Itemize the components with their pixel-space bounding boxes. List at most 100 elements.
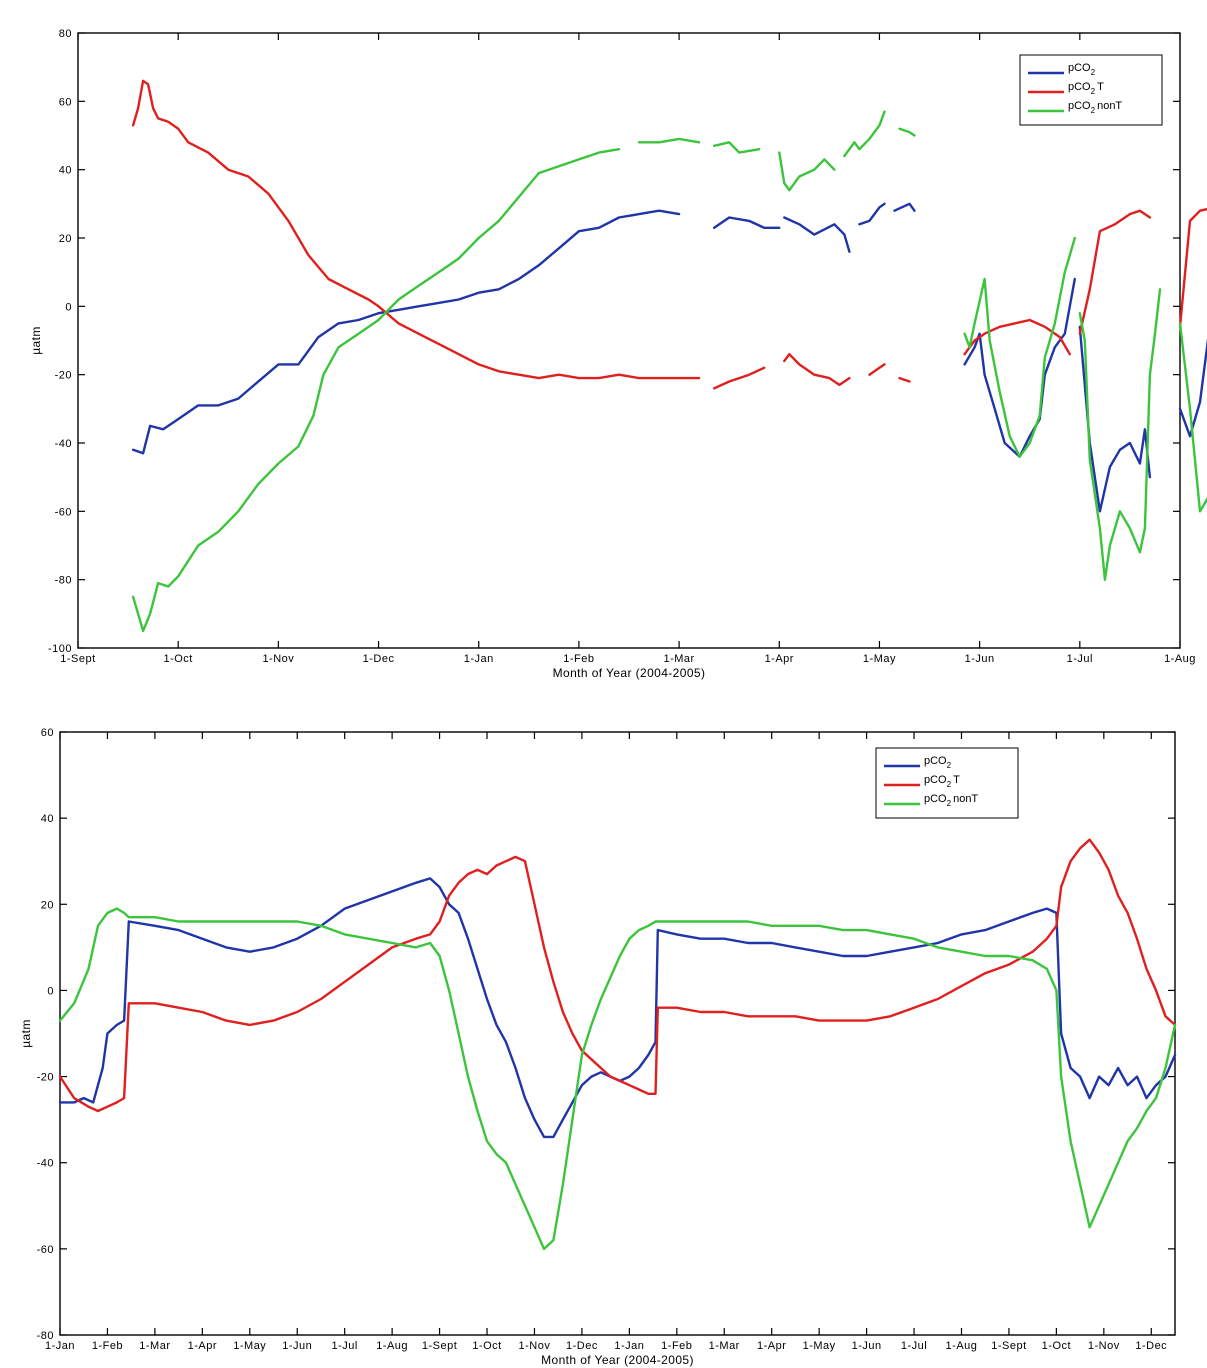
series-pco2T-line xyxy=(783,353,851,387)
x-tick-label: 1-Sept xyxy=(60,653,95,665)
series-pco2nonT-line xyxy=(58,907,1177,1251)
y-tick-label: 20 xyxy=(59,233,72,245)
x-tick-label: 1-Jan xyxy=(45,1340,75,1352)
legend: pCO2 pCO2 T pCO2 nonT xyxy=(875,747,1019,819)
series-pco2nonT-line xyxy=(898,127,916,137)
plot-frame xyxy=(77,32,1181,649)
legend-entry-label: pCO2 T xyxy=(1068,81,1104,96)
y-tick-label: 60 xyxy=(41,727,54,739)
x-tick-label: 1-Feb xyxy=(92,1340,123,1352)
y-tick-label: 60 xyxy=(59,96,72,108)
series-pco2T-line xyxy=(868,363,886,376)
x-tick-label: 1-Aug xyxy=(946,1340,978,1352)
x-tick-label: 1-Oct xyxy=(472,1340,501,1352)
x-tick-label: 1-Dec xyxy=(1135,1340,1167,1352)
x-tick-label: 1-Sept xyxy=(991,1340,1026,1352)
y-axis-label: µatm xyxy=(19,1019,33,1048)
y-axis-label: µatm xyxy=(29,326,43,355)
series-pco2T-line xyxy=(1178,207,1207,328)
x-tick-label: 1-Apr xyxy=(765,653,794,665)
series-pco2T-line xyxy=(58,838,1177,1113)
x-axis-label: Month of Year (2004-2005) xyxy=(553,666,706,680)
x-tick-label: 1-Feb xyxy=(563,653,594,665)
legend-entry-label: pCO2 nonT xyxy=(924,793,978,808)
x-tick-label: 1-Nov xyxy=(1088,1340,1120,1352)
x-tick-label: 1-Apr xyxy=(757,1340,786,1352)
x-tick-label: 1-May xyxy=(803,1340,836,1352)
series-pco2nonT-line xyxy=(637,137,701,144)
x-tick-label: 1-Sept xyxy=(422,1340,457,1352)
x-tick-label: 1-Jan xyxy=(464,653,494,665)
x-tick-label: 1-May xyxy=(863,653,896,665)
x-tick-label: 1-Jul xyxy=(332,1340,358,1352)
x-tick-label: 1-Dec xyxy=(566,1340,598,1352)
series-pco2-line xyxy=(131,209,681,455)
x-tick-label: 1-Nov xyxy=(519,1340,551,1352)
series-pco2-line xyxy=(963,277,1076,458)
series-pco2nonT-line xyxy=(713,141,761,154)
legend-entry-label: pCO2 T xyxy=(924,774,960,789)
x-tick-label: 1-Oct xyxy=(163,653,192,665)
x-tick-label: 1-Aug xyxy=(1164,653,1196,665)
y-tick-label: -20 xyxy=(37,1072,54,1084)
series-pco2-line xyxy=(58,877,1177,1139)
series-pco2T-line xyxy=(963,318,1071,356)
x-tick-label: 1-Jun xyxy=(852,1340,882,1352)
x-axis-label: Month of Year (2004-2005) xyxy=(541,1353,694,1367)
x-tick-label: 1-Aug xyxy=(376,1340,408,1352)
series-pco2nonT-line xyxy=(843,110,886,158)
series-pco2nonT-line xyxy=(131,148,621,633)
series-pco2-line xyxy=(1078,325,1152,513)
x-tick-label: 1-May xyxy=(233,1340,266,1352)
series-pco2nonT-line xyxy=(778,151,836,192)
series-pco2nonT-line xyxy=(963,236,1076,458)
x-tick-label: 1-Apr xyxy=(188,1340,217,1352)
x-tick-label: 1-Jul xyxy=(1067,653,1093,665)
x-tick-label: 1-Dec xyxy=(363,653,395,665)
y-tick-label: 20 xyxy=(41,899,54,911)
y-tick-label: 0 xyxy=(65,301,72,313)
y-tick-label: -40 xyxy=(55,438,72,450)
legend-entry-label: pCO2 xyxy=(1068,62,1096,77)
y-tick-label: -40 xyxy=(37,1158,54,1170)
y-tick-label: 40 xyxy=(41,813,54,825)
series-pco2T-line xyxy=(713,366,766,390)
series-pco2-line xyxy=(1178,338,1207,438)
y-tick-label: -60 xyxy=(55,506,72,518)
series-pco2T-line xyxy=(1078,209,1152,335)
x-tick-label: 1-Jun xyxy=(965,653,995,665)
legend: pCO2 pCO2 T pCO2 nonT xyxy=(1019,54,1163,126)
x-tick-label: 1-Jul xyxy=(901,1340,927,1352)
x-tick-label: 1-Nov xyxy=(262,653,294,665)
x-tick-label: 1-Feb xyxy=(661,1340,692,1352)
x-tick-label: 1-Mar xyxy=(663,653,694,665)
y-tick-label: -60 xyxy=(37,1244,54,1256)
legend-box xyxy=(1019,54,1163,126)
y-tick-label: -80 xyxy=(37,1330,54,1342)
y-tick-label: -100 xyxy=(48,643,72,655)
legend-entry-label: pCO2 nonT xyxy=(1068,100,1122,115)
x-tick-label: 1-Mar xyxy=(709,1340,740,1352)
y-tick-label: -20 xyxy=(55,370,72,382)
series-pco2T-line xyxy=(131,79,701,380)
plot-frame xyxy=(59,731,1176,1336)
x-tick-label: 1-Mar xyxy=(139,1340,170,1352)
series-pco2T-line xyxy=(898,376,911,383)
series-pco2-line xyxy=(783,216,851,253)
series-pco2-line xyxy=(893,202,916,212)
x-tick-label: 1-Oct xyxy=(1042,1340,1071,1352)
y-tick-label: 40 xyxy=(59,165,72,177)
x-tick-label: 1-Jan xyxy=(614,1340,644,1352)
series-pco2nonT-line xyxy=(1178,322,1207,513)
y-tick-label: 80 xyxy=(59,28,72,40)
series-pco2nonT-line xyxy=(1078,288,1162,581)
y-tick-label: 0 xyxy=(47,985,54,997)
x-tick-label: 1-Jun xyxy=(282,1340,312,1352)
legend-box xyxy=(875,747,1019,819)
legend-entry-label: pCO2 xyxy=(924,755,952,770)
series-pco2-line xyxy=(858,202,886,226)
y-tick-label: -80 xyxy=(55,575,72,587)
